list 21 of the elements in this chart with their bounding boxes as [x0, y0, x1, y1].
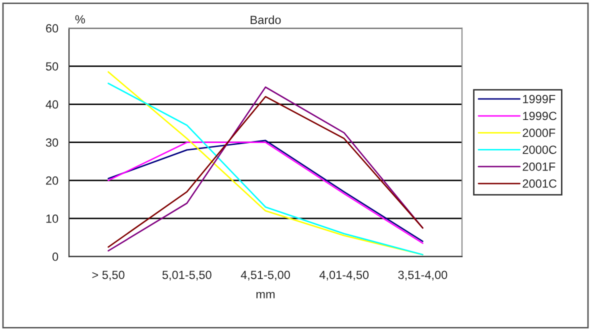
x-tick-label: 4,51-5,00: [240, 270, 290, 280]
y-tick-label: 40: [46, 100, 58, 109]
legend-label: 2001C: [522, 179, 557, 188]
legend-label: 2001F: [522, 162, 556, 171]
x-tick-label: 3,51-4,00: [398, 270, 448, 280]
x-tick-label: 5,01-5,50: [162, 270, 212, 280]
legend-label: 1999C: [523, 112, 557, 120]
y-tick-label: 50: [46, 62, 58, 71]
y-tick-label: 0: [52, 252, 58, 261]
x-axis-title: mm: [256, 292, 275, 298]
chart-title: Bardo: [250, 15, 281, 24]
legend-label: 1999F: [523, 94, 556, 104]
y-tick-label: 60: [46, 24, 58, 33]
x-tick-label: > 5,50: [92, 270, 124, 280]
y-axis-title: %: [75, 15, 85, 24]
x-tick-label: 4,01-4,50: [319, 270, 369, 280]
y-tick-label: 10: [46, 214, 58, 223]
legend-label: 2000C: [522, 146, 557, 154]
y-tick-label: 20: [46, 176, 58, 185]
y-tick-label: 30: [46, 138, 58, 147]
legend-label: 2000F: [522, 128, 556, 138]
